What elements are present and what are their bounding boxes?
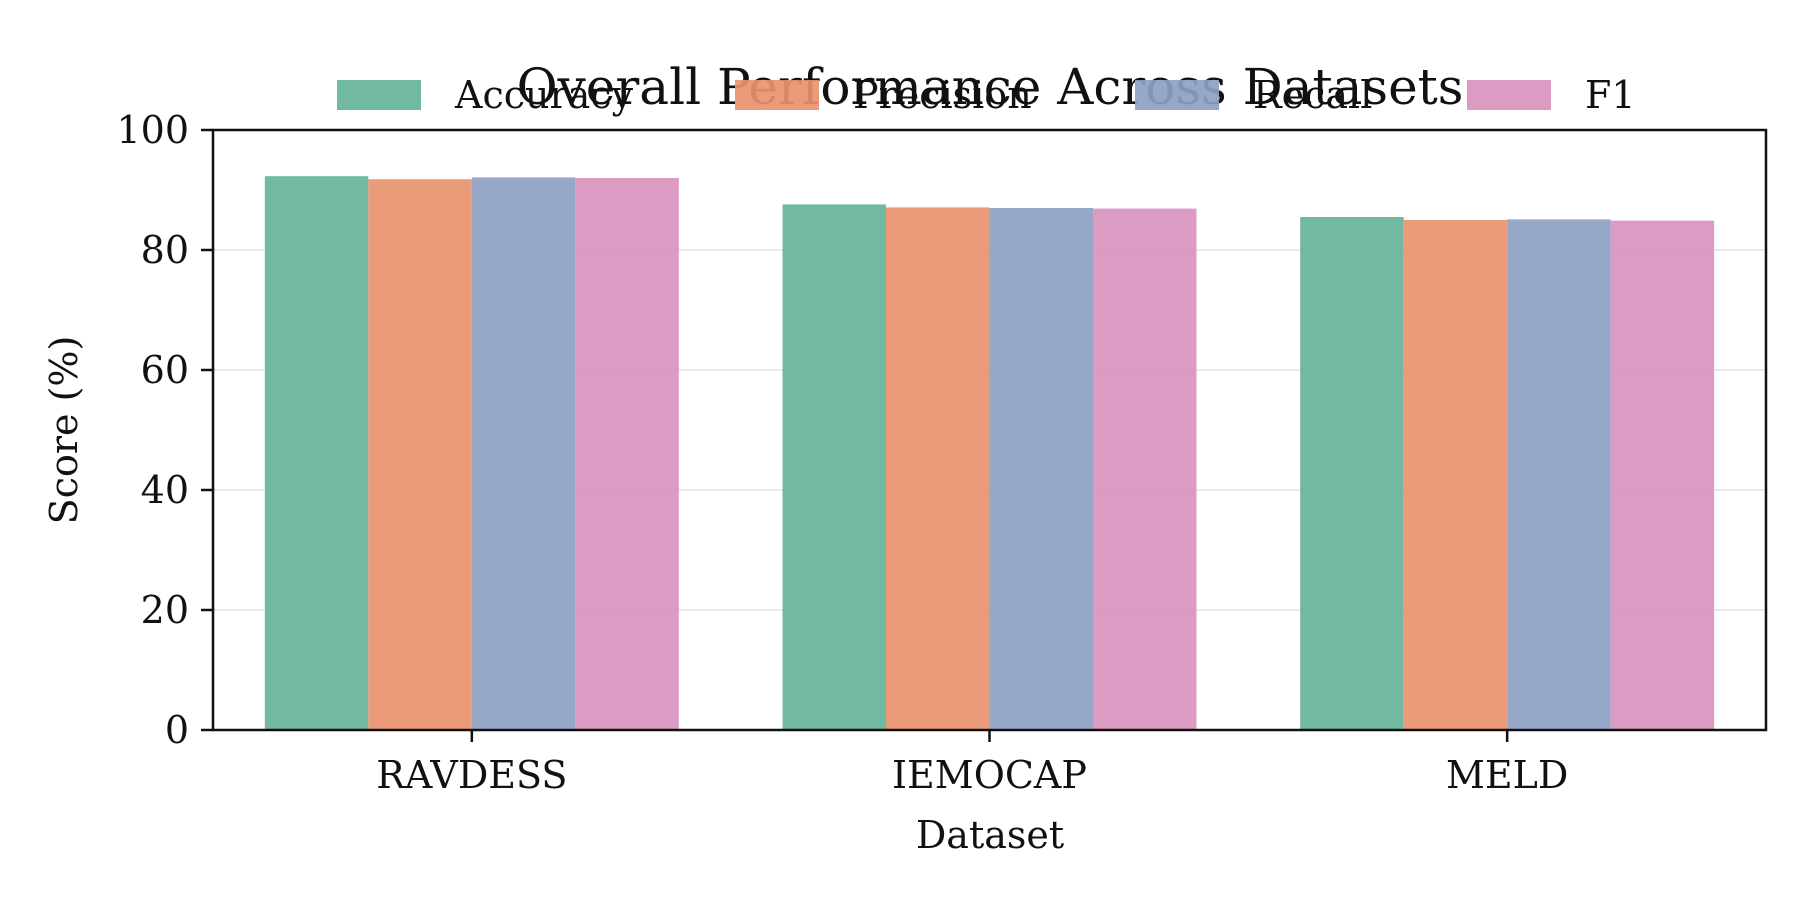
y-tick-label: 40 — [141, 468, 189, 512]
legend-label: Recall — [1253, 73, 1372, 117]
legend-label: F1 — [1585, 73, 1636, 117]
y-tick-label: 20 — [141, 588, 189, 632]
bars-layer — [264, 176, 1715, 731]
bar-f1-ravdess — [575, 178, 679, 730]
x-tick-label: IEMOCAP — [892, 753, 1087, 797]
legend: Accuracy Precision Recall F1 — [337, 73, 1636, 117]
legend-swatch — [337, 80, 421, 110]
bar-accuracy-ravdess — [264, 176, 369, 730]
bar-precision-ravdess — [368, 179, 472, 730]
bar-f1-iemocap — [1093, 208, 1197, 731]
y-tick-label: 80 — [141, 228, 189, 272]
y-axis-label: Score (%) — [42, 336, 86, 525]
x-axis-label: Dataset — [916, 813, 1064, 857]
x-tick-label: RAVDESS — [376, 753, 567, 797]
legend-label: Precision — [853, 73, 1032, 117]
legend-item-f1: F1 — [1467, 73, 1636, 117]
y-tick-label: 100 — [116, 108, 189, 152]
bar-precision-meld — [1403, 220, 1508, 730]
bar-recall-meld — [1507, 219, 1611, 730]
bar-precision-iemocap — [886, 207, 990, 730]
y-tick-label: 60 — [141, 348, 189, 392]
y-tick-label: 0 — [165, 708, 189, 752]
bar-accuracy-iemocap — [782, 204, 886, 730]
legend-swatch — [735, 80, 819, 110]
chart-title: Overall Performance Across Datasets — [517, 58, 1464, 116]
legend-label: Accuracy — [454, 73, 634, 117]
ticks-layer: 0 20 40 60 80 100 RAVDESS IEMOCAP MELD — [116, 108, 1568, 797]
legend-item-recall: Recall — [1135, 73, 1372, 117]
legend-item-precision: Precision — [735, 73, 1032, 117]
x-tick-label: MELD — [1446, 753, 1568, 797]
legend-swatch — [1135, 80, 1219, 110]
bar-recall-iemocap — [989, 208, 1093, 730]
bar-f1-meld — [1610, 220, 1715, 730]
bar-accuracy-meld — [1300, 217, 1404, 730]
bar-recall-ravdess — [471, 177, 576, 730]
legend-item-accuracy: Accuracy — [337, 73, 634, 117]
legend-swatch — [1467, 80, 1551, 110]
